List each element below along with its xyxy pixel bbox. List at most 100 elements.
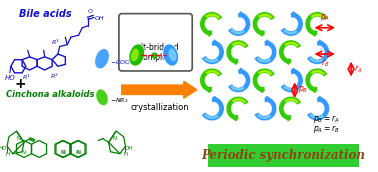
Text: $p_B = r_A$: $p_B = r_A$ <box>313 113 340 125</box>
Ellipse shape <box>129 44 145 66</box>
Wedge shape <box>280 69 303 93</box>
Text: Cinchona alkaloids: Cinchona alkaloids <box>6 90 94 99</box>
FancyArrow shape <box>259 87 264 93</box>
Wedge shape <box>311 70 325 75</box>
Wedge shape <box>309 57 324 63</box>
Wedge shape <box>284 42 299 47</box>
Text: salt-bridged
complex: salt-bridged complex <box>132 43 179 62</box>
Text: OH: OH <box>125 146 133 150</box>
Text: crystallization: crystallization <box>130 103 189 112</box>
Wedge shape <box>311 14 325 19</box>
Text: $R^3$: $R^3$ <box>51 37 60 46</box>
Text: H: H <box>124 152 127 157</box>
Wedge shape <box>232 98 246 103</box>
Wedge shape <box>205 14 220 19</box>
Wedge shape <box>258 14 273 19</box>
Wedge shape <box>257 57 271 63</box>
Wedge shape <box>228 13 251 36</box>
Text: N: N <box>112 136 116 141</box>
Wedge shape <box>232 42 246 47</box>
Wedge shape <box>284 98 299 103</box>
FancyArrow shape <box>259 31 264 36</box>
Text: $r_A$: $r_A$ <box>354 63 363 75</box>
Text: O: O <box>87 9 92 14</box>
FancyArrow shape <box>311 87 317 93</box>
Wedge shape <box>280 13 303 36</box>
Wedge shape <box>201 41 224 64</box>
Wedge shape <box>257 114 271 119</box>
Wedge shape <box>279 96 302 120</box>
FancyArrow shape <box>318 40 323 45</box>
Wedge shape <box>307 41 330 64</box>
FancyArrow shape <box>232 116 238 121</box>
Text: N: N <box>22 150 26 155</box>
FancyArrow shape <box>239 68 244 73</box>
Ellipse shape <box>96 89 108 105</box>
Text: $R^2$: $R^2$ <box>50 72 59 81</box>
Wedge shape <box>204 114 218 119</box>
FancyArrow shape <box>265 40 271 45</box>
Wedge shape <box>226 96 249 120</box>
FancyArrow shape <box>232 59 238 64</box>
Text: $p_A$: $p_A$ <box>320 12 330 23</box>
Wedge shape <box>226 40 249 64</box>
Wedge shape <box>205 70 220 75</box>
FancyArrow shape <box>206 87 212 93</box>
Wedge shape <box>279 40 302 64</box>
Wedge shape <box>230 85 245 91</box>
FancyArrow shape <box>291 12 297 17</box>
Text: $-COOH$: $-COOH$ <box>110 58 135 66</box>
Wedge shape <box>230 29 245 34</box>
Text: R: R <box>61 150 66 155</box>
FancyArrow shape <box>285 116 291 121</box>
Wedge shape <box>200 68 223 92</box>
FancyArrow shape <box>311 31 317 36</box>
Wedge shape <box>283 29 297 34</box>
Text: Bile acids: Bile acids <box>19 9 72 19</box>
Wedge shape <box>283 85 297 91</box>
Text: $p_A = r_B$: $p_A = r_B$ <box>313 123 340 135</box>
Wedge shape <box>309 114 324 119</box>
FancyBboxPatch shape <box>119 14 192 71</box>
Text: HO: HO <box>0 146 8 150</box>
Text: R: R <box>76 150 80 155</box>
Wedge shape <box>305 68 328 92</box>
Text: $p_B$: $p_B$ <box>297 84 308 95</box>
Wedge shape <box>228 69 251 93</box>
Ellipse shape <box>163 44 178 66</box>
Text: Periodic synchronization: Periodic synchronization <box>201 149 366 162</box>
Text: N: N <box>16 136 20 141</box>
Text: N: N <box>76 150 81 155</box>
FancyArrow shape <box>291 68 297 73</box>
Ellipse shape <box>131 49 139 61</box>
Wedge shape <box>201 97 224 121</box>
Text: H: H <box>5 152 9 157</box>
FancyArrow shape <box>122 81 197 98</box>
Text: $R^1$: $R^1$ <box>22 73 31 82</box>
Text: HO: HO <box>5 75 16 81</box>
Text: +: + <box>14 77 26 91</box>
FancyArrow shape <box>318 96 323 102</box>
Wedge shape <box>258 70 273 75</box>
Text: $r_B$: $r_B$ <box>321 58 329 69</box>
Wedge shape <box>253 12 275 35</box>
Ellipse shape <box>95 49 109 69</box>
Bar <box>208 144 359 167</box>
FancyArrow shape <box>285 59 291 64</box>
Text: OH: OH <box>94 16 104 21</box>
Wedge shape <box>254 41 277 64</box>
Wedge shape <box>200 12 223 35</box>
Wedge shape <box>204 57 218 63</box>
FancyArrow shape <box>265 96 271 102</box>
FancyArrow shape <box>206 31 212 36</box>
Text: N: N <box>60 150 65 155</box>
FancyArrow shape <box>239 12 244 17</box>
Text: $-NR_2$: $-NR_2$ <box>110 97 128 105</box>
Ellipse shape <box>169 49 177 61</box>
Wedge shape <box>254 97 277 121</box>
FancyArrow shape <box>212 96 218 102</box>
Wedge shape <box>253 68 275 92</box>
Wedge shape <box>305 12 328 35</box>
FancyArrow shape <box>212 40 218 45</box>
Wedge shape <box>307 97 330 121</box>
